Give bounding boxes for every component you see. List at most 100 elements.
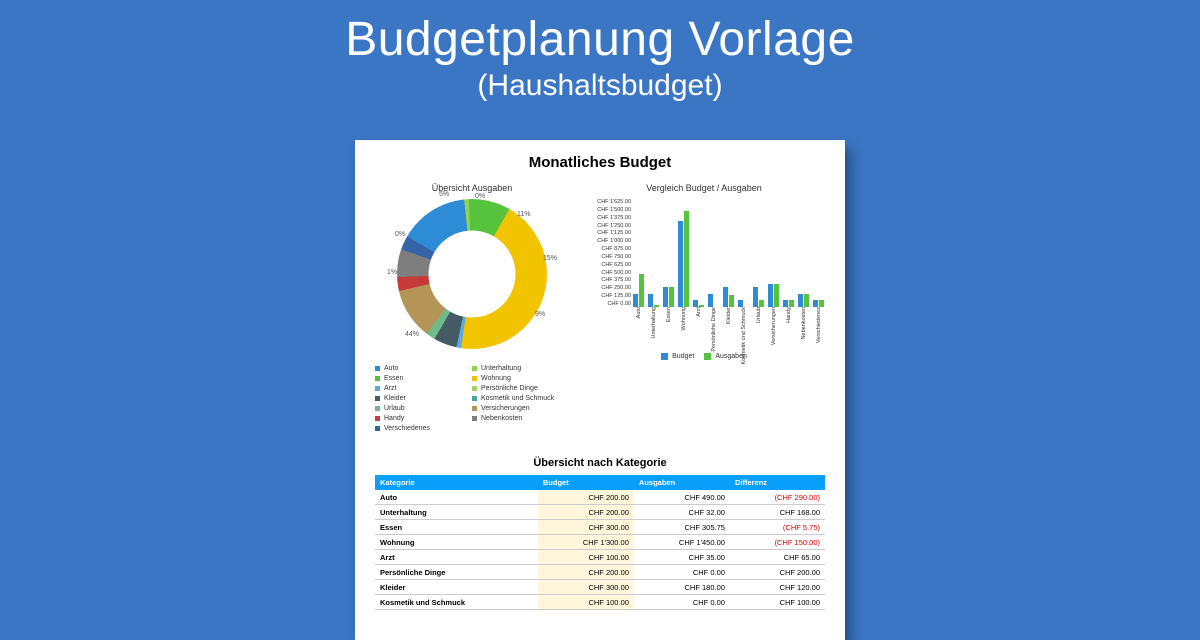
bar-category-label: Nebenkosten xyxy=(801,307,807,339)
table-cell: CHF 65.00 xyxy=(730,550,825,565)
table-cell: CHF 305.75 xyxy=(634,520,730,535)
bar-category-label: Auto xyxy=(636,307,642,318)
table-row: Persönliche DingeCHF 200.00CHF 0.00CHF 2… xyxy=(375,565,825,580)
table-cell: Wohnung xyxy=(375,535,538,550)
bar-group: Kleider xyxy=(723,287,735,307)
legend-item: Arzt xyxy=(375,385,472,392)
bar-group: Verschiedenes xyxy=(813,300,825,307)
bar-group: Nebenkosten xyxy=(798,294,810,307)
legend-item: Essen xyxy=(375,375,472,382)
table-cell: Essen xyxy=(375,520,538,535)
y-tick: CHF 1'500.00 xyxy=(583,207,631,213)
bar-group: Versicherungen xyxy=(768,284,780,307)
y-tick: CHF 250.00 xyxy=(583,285,631,291)
table-cell: CHF 490.00 xyxy=(634,490,730,505)
donut-pct-label: 11% xyxy=(517,211,531,218)
table-row: ArztCHF 100.00CHF 35.00CHF 65.00 xyxy=(375,550,825,565)
table-cell: CHF 180.00 xyxy=(634,580,730,595)
bar xyxy=(738,300,743,307)
y-tick: CHF 1'375.00 xyxy=(583,215,631,221)
table-cell: Unterhaltung xyxy=(375,505,538,520)
bar-category-label: Kleider xyxy=(726,307,732,324)
bar xyxy=(804,294,809,307)
table-cell: Auto xyxy=(375,490,538,505)
bar xyxy=(774,284,779,307)
bar xyxy=(708,294,713,307)
table-header-cell: Kategorie xyxy=(375,475,538,490)
table-cell: Kosmetik und Schmuck xyxy=(375,595,538,610)
legend-item: Unterhaltung xyxy=(472,365,569,372)
bar-group: Wohnung xyxy=(678,211,690,307)
document-title: Monatliches Budget xyxy=(375,154,825,171)
bar-legend: BudgetAusgaben xyxy=(583,353,825,363)
table-cell: CHF 100.00 xyxy=(538,550,634,565)
donut-pct-label: 44% xyxy=(405,331,419,338)
bar-category-label: Handy xyxy=(786,307,792,323)
y-tick: CHF 500.00 xyxy=(583,270,631,276)
bar xyxy=(723,287,728,307)
bar xyxy=(639,274,644,307)
donut-pct-label: 9% xyxy=(535,311,545,318)
legend-item: Kleider xyxy=(375,395,472,402)
bar-legend-item: Budget xyxy=(661,353,694,360)
bar-group: Urlaub xyxy=(753,287,765,307)
donut-pct-label: 1% xyxy=(387,269,397,276)
bar-group: Essen xyxy=(663,287,675,307)
y-tick: CHF 0.00 xyxy=(583,301,631,307)
bar xyxy=(768,284,773,307)
table-row: Kosmetik und SchmuckCHF 100.00CHF 0.00CH… xyxy=(375,595,825,610)
donut-pct-label: 15% xyxy=(543,255,557,262)
y-tick: CHF 750.00 xyxy=(583,254,631,260)
document-preview: Monatliches Budget Übersicht Ausgaben 5%… xyxy=(355,140,845,640)
bar xyxy=(813,300,818,307)
table-cell: CHF 120.00 xyxy=(730,580,825,595)
y-tick: CHF 1'625.00 xyxy=(583,199,631,205)
bar-category-label: Essen xyxy=(666,307,672,322)
legend-item: Kosmetik und Schmuck xyxy=(472,395,569,402)
table-cell: CHF 200.00 xyxy=(538,490,634,505)
bar xyxy=(729,295,734,307)
table-header-cell: Budget xyxy=(538,475,634,490)
donut-title: Übersicht Ausgaben xyxy=(375,183,569,193)
y-tick: CHF 1'000.00 xyxy=(583,238,631,244)
table-cell: CHF 1'450.00 xyxy=(634,535,730,550)
category-table: KategorieBudgetAusgabenDifferenz AutoCHF… xyxy=(375,475,825,610)
donut-pct-label: 0% xyxy=(395,231,405,238)
table-cell: CHF 200.00 xyxy=(538,505,634,520)
bar-group: Unterhaltung xyxy=(648,294,660,307)
bar-category-label: Urlaub xyxy=(756,307,762,323)
table-title: Übersicht nach Kategorie xyxy=(375,457,825,469)
table-cell: CHF 300.00 xyxy=(538,520,634,535)
table-cell: CHF 168.00 xyxy=(730,505,825,520)
bar-group: Persönliche Dinge xyxy=(708,294,720,307)
bar-category-label: Unterhaltung xyxy=(651,307,657,339)
donut-chart: 5%0%11%15%9%44%1%0% xyxy=(397,199,547,349)
bar-category-label: Persönliche Dinge xyxy=(711,307,717,352)
bar-category-label: Wohnung xyxy=(681,307,687,330)
legend-item: Auto xyxy=(375,365,472,372)
table-row: EssenCHF 300.00CHF 305.75(CHF 5.75) xyxy=(375,520,825,535)
table-cell: CHF 100.00 xyxy=(730,595,825,610)
bar-category-label: Verschiedenes xyxy=(816,307,822,343)
table-cell: CHF 0.00 xyxy=(634,595,730,610)
y-tick: CHF 375.00 xyxy=(583,277,631,283)
page-subtitle: (Haushaltsbudget) xyxy=(0,69,1200,103)
donut-pct-label: 0% xyxy=(475,193,485,200)
bar-y-axis: CHF 1'625.00 CHF 1'500.00 CHF 1'375.00 CHF … xyxy=(583,199,631,307)
page-title: Budgetplanung Vorlage xyxy=(0,12,1200,67)
y-tick: CHF 125.00 xyxy=(583,293,631,299)
page-header: Budgetplanung Vorlage (Haushaltsbudget) xyxy=(0,0,1200,103)
y-tick: CHF 1'250.00 xyxy=(583,223,631,229)
table-cell: CHF 35.00 xyxy=(634,550,730,565)
bar xyxy=(798,294,803,307)
table-row: KleiderCHF 300.00CHF 180.00CHF 120.00 xyxy=(375,580,825,595)
legend-item: Versicherungen xyxy=(472,405,569,412)
table-cell: CHF 32.00 xyxy=(634,505,730,520)
legend-item: Urlaub xyxy=(375,405,472,412)
table-cell: (CHF 290.00) xyxy=(730,490,825,505)
table-cell: CHF 200.00 xyxy=(538,565,634,580)
bar xyxy=(633,294,638,307)
legend-item: Handy xyxy=(375,415,472,422)
table-cell: CHF 0.00 xyxy=(634,565,730,580)
y-tick: CHF 875.00 xyxy=(583,246,631,252)
